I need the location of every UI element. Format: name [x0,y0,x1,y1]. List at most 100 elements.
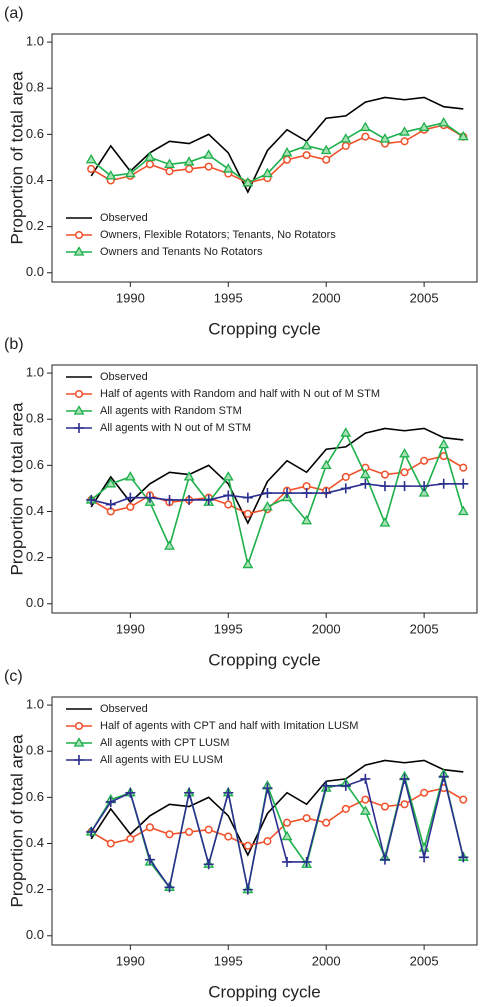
point [459,795,468,804]
x-tick-label: 1995 [214,953,243,968]
point [222,471,234,481]
x-axis-label: Cropping cycle [208,650,320,669]
point [341,804,350,813]
point [379,133,391,143]
point [359,805,371,815]
point [438,438,450,449]
point [165,167,174,176]
point [164,158,175,168]
x-tick-label: 2005 [410,953,439,968]
point [126,502,135,511]
legend-label: Observed [100,703,148,715]
point [106,839,115,848]
point [224,832,233,841]
point [144,151,156,162]
point [340,780,351,791]
legend-label: All agents with CPT LUSM [100,737,229,749]
legend-marker [74,230,84,240]
legend-label: Half of agents with Random and half with… [100,388,380,400]
series-line [90,787,464,847]
point [242,558,254,569]
legend-marker [73,405,85,415]
point [420,456,429,465]
point [322,818,331,827]
point [321,780,332,791]
point [223,490,234,501]
series-line [90,427,464,525]
point [320,459,332,470]
y-tick-label: 1.0 [26,34,44,49]
point [419,481,430,492]
y-tick-label: 0.4 [26,503,44,518]
plot-frame [51,364,478,614]
point [87,164,96,174]
point [242,176,254,187]
legend-marker [74,721,84,731]
point [204,162,213,171]
point [379,854,390,865]
point [341,141,350,150]
point [400,137,409,146]
point [302,151,311,160]
point [222,163,234,173]
legend-label: All agents with N out of M STM [100,422,251,434]
point [263,837,272,846]
legend-label: Observed [100,371,148,383]
point [420,788,429,797]
point [125,787,136,798]
x-tick-label: 2005 [410,621,439,636]
panel-label: (c) [4,668,23,685]
point [242,492,253,503]
point [204,825,213,834]
point [164,494,175,505]
point [399,773,410,784]
point [105,170,117,180]
point [458,478,469,489]
point [359,121,371,132]
point [262,501,273,511]
point [282,856,293,867]
x-tick-label: 2000 [312,953,341,968]
point [164,882,175,893]
point [243,841,252,850]
point [145,823,154,832]
y-axis-label: Proportion of total area [7,402,26,575]
point [262,488,273,499]
point [340,483,351,494]
legend-marker [74,423,84,433]
point [340,133,352,143]
y-tick-label: 1.0 [26,365,44,380]
point [361,132,370,141]
point [242,884,253,895]
legend-label: Owners and Tenants No Rotators [100,246,263,258]
x-tick-label: 1990 [116,290,145,305]
point [438,117,450,127]
point [126,834,135,843]
y-tick-label: 0.0 [26,264,44,279]
y-tick-label: 0.4 [26,835,44,850]
legend-label: Owners, Flexible Rotators; Tenants, No R… [100,229,336,241]
point [399,126,410,136]
point [379,481,390,492]
y-tick-label: 0.2 [26,881,44,896]
point [185,164,194,174]
y-tick-label: 0.0 [26,927,44,942]
point [400,800,409,809]
plot-frame [51,33,478,283]
legend-label: Half of agents with CPT and half with Im… [100,720,358,732]
point [243,509,252,518]
point [418,121,430,132]
point [203,149,215,159]
point [419,852,430,863]
x-tick-label: 1990 [116,621,145,636]
legend-label: Observed [100,212,148,224]
x-tick-label: 1995 [214,290,243,305]
point [165,830,174,839]
point [359,468,371,479]
legend-marker [73,246,85,256]
point [457,130,469,141]
point [144,854,155,865]
y-tick-label: 0.6 [26,457,44,472]
point [361,795,370,804]
